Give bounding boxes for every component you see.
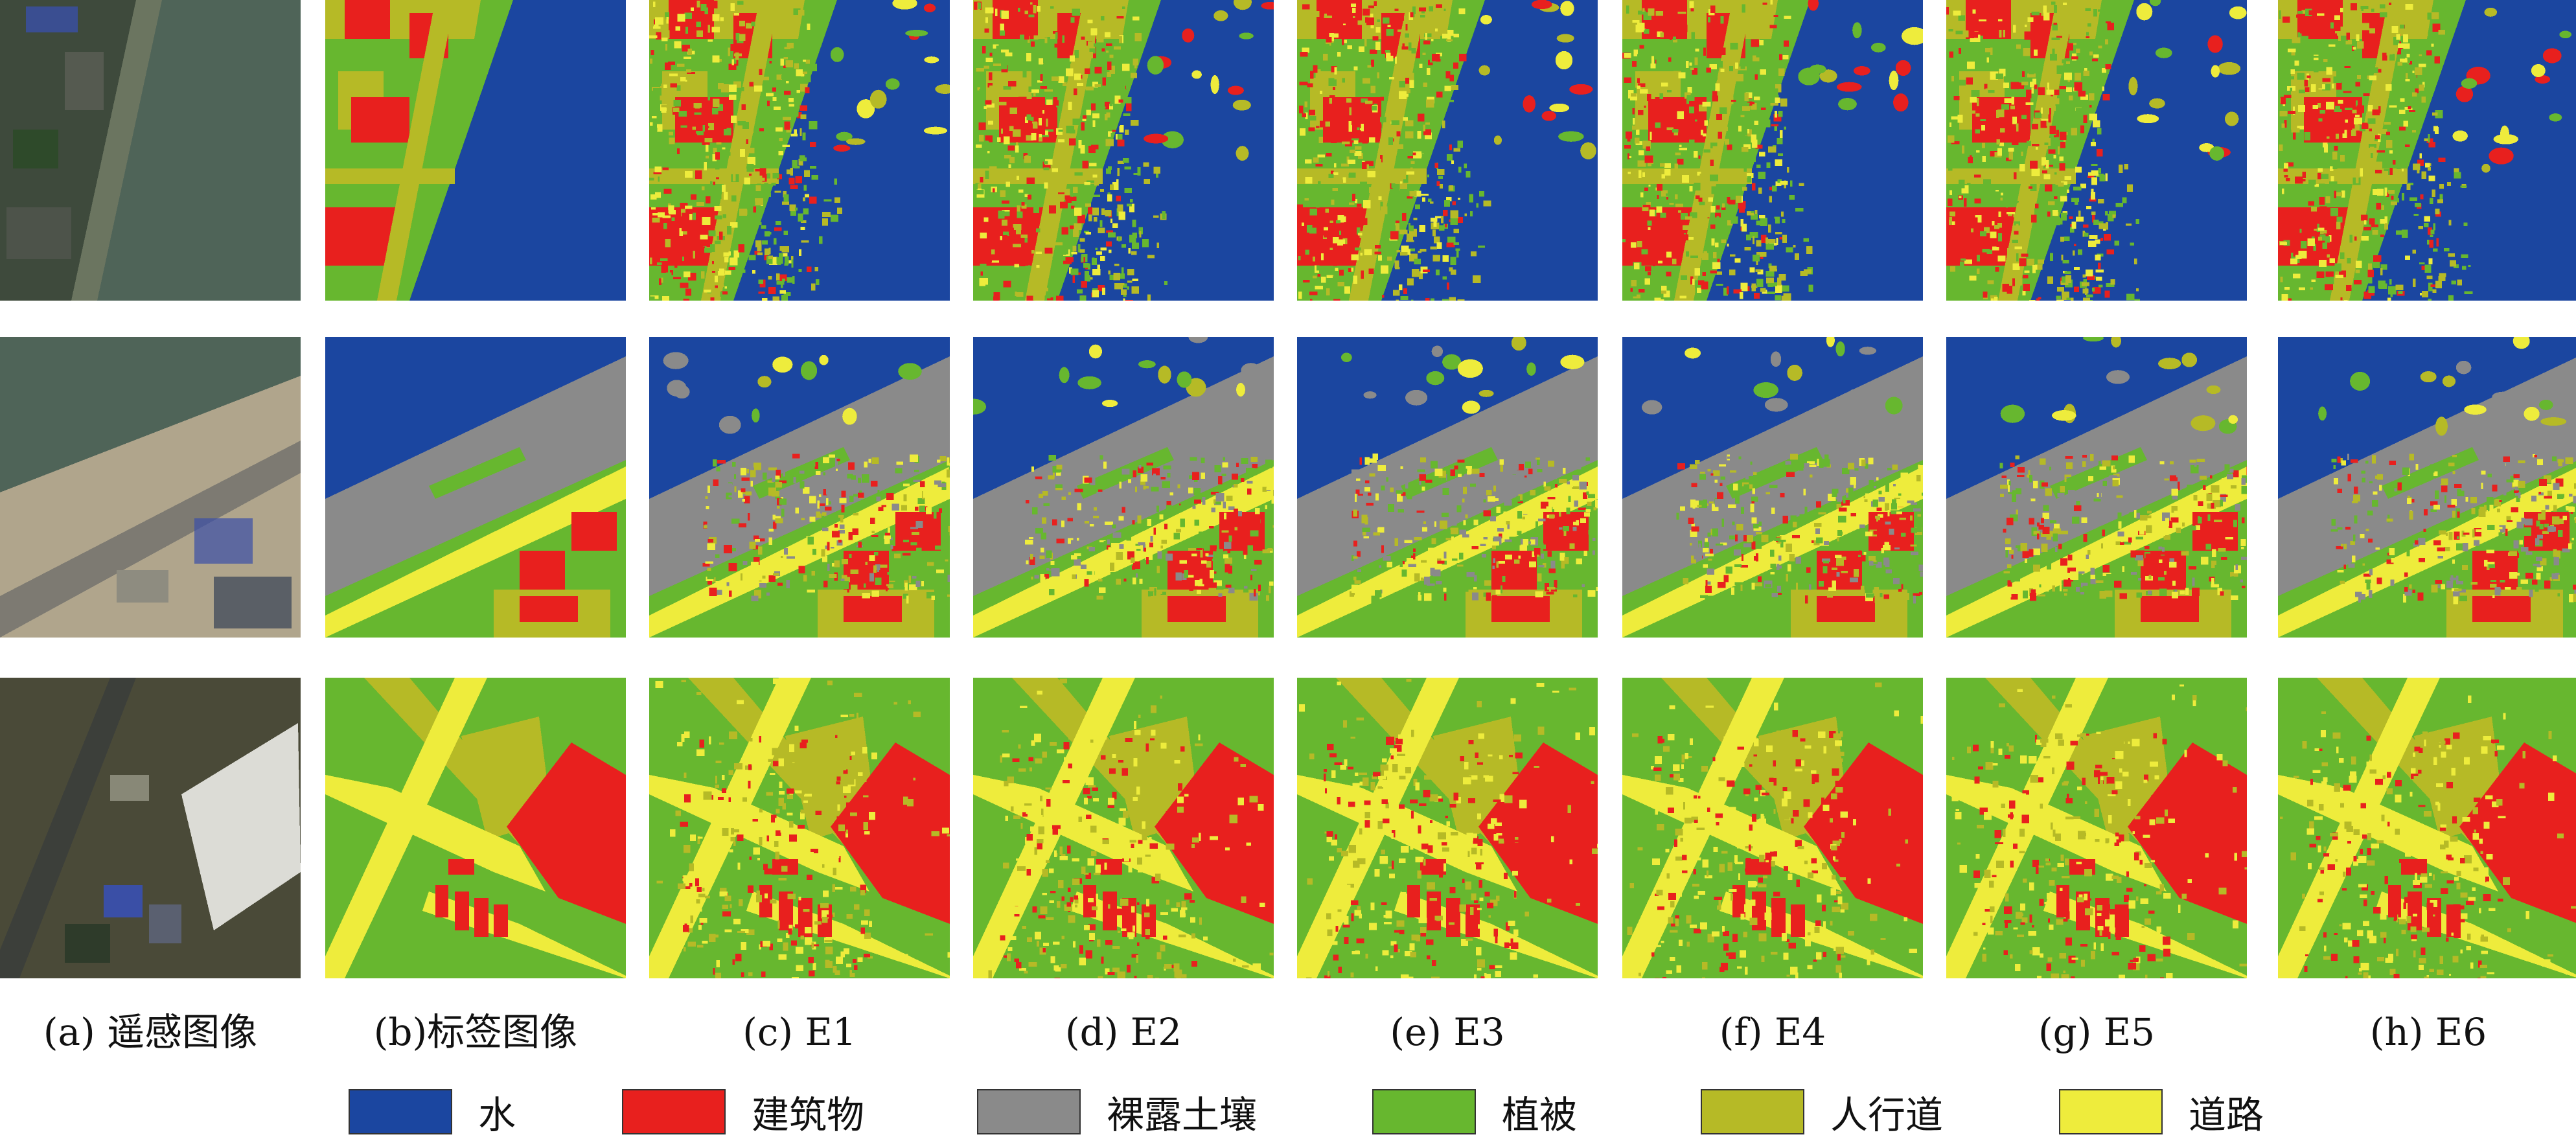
- legend-swatch-water: [349, 1089, 452, 1134]
- legend-swatch-building: [622, 1089, 726, 1134]
- label-map-row-3: [325, 678, 626, 978]
- prediction-map-e6-row-3: [2278, 678, 2576, 978]
- caption-e1: (c) E1: [649, 1009, 950, 1055]
- legend-swatch-road: [2059, 1089, 2163, 1134]
- legend-swatch-vegetation: [1372, 1089, 1476, 1134]
- legend-swatch-bare-soil: [977, 1089, 1081, 1134]
- prediction-map-e4-row-3: [1622, 678, 1923, 978]
- caption-e6: (h) E6: [2278, 1009, 2576, 1055]
- prediction-map-e1-row-3: [649, 678, 950, 978]
- legend-label-water: 水: [478, 1085, 516, 1139]
- prediction-map-e3-row-1: [1297, 0, 1598, 301]
- prediction-map-e3-row-2: [1297, 337, 1598, 638]
- legend-label-vegetation: 植被: [1502, 1085, 1577, 1139]
- caption-e2: (d) E2: [973, 1009, 1274, 1055]
- prediction-map-e3-row-3: [1297, 678, 1598, 978]
- label-map-row-1: [325, 0, 626, 301]
- caption-label: (b)标签图像: [325, 1009, 626, 1055]
- prediction-map-e4-row-2: [1622, 337, 1923, 638]
- legend-item-vegetation: 植被: [1372, 1086, 1577, 1138]
- prediction-map-e4-row-1: [1622, 0, 1923, 301]
- prediction-map-e2-row-1: [973, 0, 1274, 301]
- prediction-map-e5-row-1: [1946, 0, 2247, 301]
- label-map-row-2: [325, 337, 626, 638]
- prediction-map-e6-row-2: [2278, 337, 2576, 638]
- legend-item-water: 水: [349, 1086, 516, 1138]
- legend-label-building: 建筑物: [752, 1085, 864, 1139]
- legend-label-road: 道路: [2189, 1085, 2264, 1139]
- prediction-map-e5-row-3: [1946, 678, 2247, 978]
- legend-item-building: 建筑物: [622, 1086, 864, 1138]
- prediction-map-e1-row-2: [649, 337, 950, 638]
- remote-sensing-image-row-1: [0, 0, 301, 301]
- prediction-map-e2-row-3: [973, 678, 1274, 978]
- prediction-map-e2-row-2: [973, 337, 1274, 638]
- prediction-map-e1-row-1: [649, 0, 950, 301]
- legend-item-sidewalk: 人行道: [1701, 1086, 1943, 1138]
- prediction-map-e5-row-2: [1946, 337, 2247, 638]
- caption-e4: (f) E4: [1622, 1009, 1923, 1055]
- legend-item-bare-soil: 裸露土壤: [977, 1086, 1257, 1138]
- caption-e3: (e) E3: [1297, 1009, 1598, 1055]
- remote-sensing-image-row-2: [0, 337, 301, 638]
- legend-label-bare-soil: 裸露土壤: [1107, 1085, 1257, 1139]
- legend: 水 建筑物 裸露土壤 植被 人行道 道路: [0, 1086, 2576, 1138]
- caption-e5: (g) E5: [1946, 1009, 2247, 1055]
- legend-swatch-sidewalk: [1701, 1089, 1804, 1134]
- legend-label-sidewalk: 人行道: [1830, 1085, 1943, 1139]
- prediction-map-e6-row-1: [2278, 0, 2576, 301]
- legend-item-road: 道路: [2059, 1086, 2264, 1138]
- caption-rs: (a) 遥感图像: [0, 1009, 301, 1055]
- remote-sensing-image-row-3: [0, 678, 301, 978]
